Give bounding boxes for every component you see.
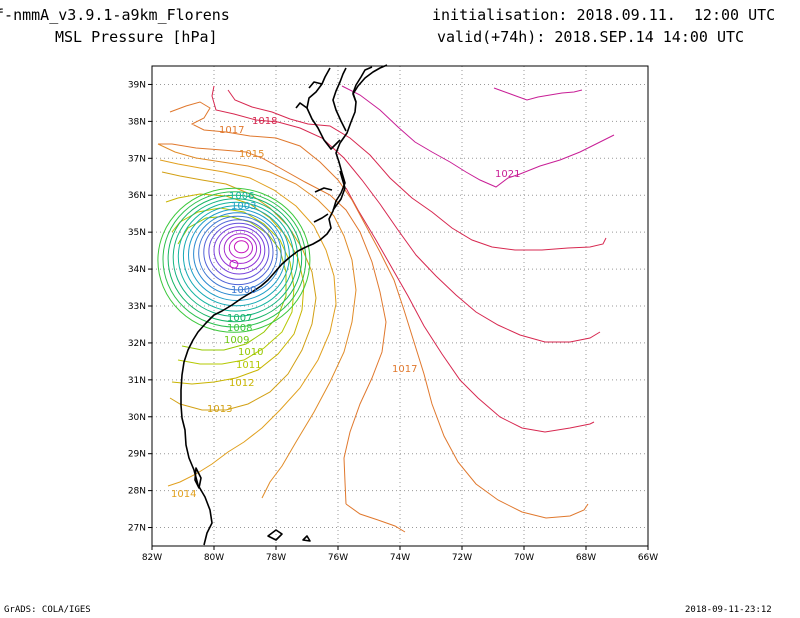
- contour-label: 1006: [229, 191, 254, 202]
- isobar: [161, 171, 317, 411]
- isobar: [493, 87, 583, 101]
- x-tick-label: 66W: [638, 553, 658, 563]
- contour-label: 1015: [239, 149, 264, 160]
- isobar-ring: [198, 215, 278, 291]
- contour-label: 1014: [171, 489, 196, 500]
- contour-label: 1018: [252, 116, 277, 127]
- y-tick-label: 27N: [128, 524, 146, 534]
- model-title: rf-nmmA_v3.9.1-a9km_Florens: [0, 6, 230, 24]
- isobar: [227, 89, 607, 251]
- isobar: [211, 85, 601, 343]
- y-tick-label: 36N: [128, 191, 146, 201]
- x-tick-label: 68W: [576, 553, 596, 563]
- contour-label: 1012: [229, 378, 254, 389]
- chesapeake-inlet-b: [308, 81, 323, 89]
- isobar: [345, 187, 595, 433]
- isobar-ring: [223, 233, 258, 264]
- isobar-ring: [203, 219, 274, 286]
- x-tick-label: 76W: [328, 553, 348, 563]
- isobar-ring: [208, 222, 270, 280]
- isobar: [159, 159, 337, 487]
- isobar: [341, 85, 615, 188]
- chesapeake-inlet-a: [295, 102, 308, 109]
- x-tick-label: 74W: [390, 553, 410, 563]
- pamlico-sound: [313, 213, 329, 223]
- isobar: [165, 193, 305, 385]
- y-tick-label: 35N: [128, 228, 146, 238]
- y-tick-label: 29N: [128, 450, 146, 460]
- y-tick-label: 39N: [128, 80, 146, 90]
- x-tick-label: 82W: [142, 553, 162, 563]
- isobar: [169, 101, 589, 519]
- isobar-ring: [157, 187, 311, 333]
- y-tick-label: 34N: [128, 265, 146, 275]
- isobar: [345, 503, 406, 533]
- chesapeake-east-shore: [332, 67, 347, 132]
- render-timestamp: 2018-09-11-23:12: [685, 605, 772, 615]
- y-tick-label: 32N: [128, 339, 146, 349]
- contour-label: 1021: [495, 169, 520, 180]
- contour-label: 1008: [227, 323, 252, 334]
- grads-credit: GrADS: COLA/IGES: [4, 605, 91, 615]
- isobar-ring: [213, 226, 266, 275]
- isobar-ring: [188, 208, 286, 302]
- isobar: [171, 207, 295, 365]
- y-tick-label: 31N: [128, 376, 146, 386]
- valid-time: valid(+74h): 2018.SEP.14 14:00 UTC: [437, 28, 745, 46]
- isobar-ring: [162, 191, 307, 328]
- delaware-bay: [352, 66, 373, 103]
- y-tick-label: 30N: [128, 413, 146, 423]
- y-tick-label: 37N: [128, 154, 146, 164]
- contour-label: 1013: [207, 404, 232, 415]
- x-tick-label: 70W: [514, 553, 534, 563]
- y-tick-label: 28N: [128, 487, 146, 497]
- contour-label: 1003: [231, 201, 256, 212]
- isobar-ring: [218, 229, 262, 270]
- isobar: [158, 143, 387, 505]
- isobar-ring: [228, 236, 253, 259]
- isobar-ring: [182, 205, 290, 307]
- isobar: [157, 143, 357, 499]
- coastline: [180, 64, 388, 546]
- contour-label: 1011: [236, 360, 261, 371]
- axes: 82W 80W 78W 76W 74W 72W 70W 68W 66W 27N 28N 29N 30N 3…: [128, 65, 658, 563]
- isobar-ring: [167, 194, 303, 323]
- isobar-ring: [177, 201, 294, 312]
- contour-label: 1007: [227, 313, 252, 324]
- florida-lagoon: [194, 467, 202, 489]
- contour-label: 1010: [238, 347, 263, 358]
- isobars: [157, 85, 615, 533]
- isobar: [177, 215, 287, 351]
- isobar-ring: [193, 212, 282, 296]
- y-tick-label: 38N: [128, 117, 146, 127]
- contour-label: 1017: [219, 125, 244, 136]
- isobar-ring: [233, 240, 249, 254]
- grid-lines: [151, 66, 649, 546]
- albemarle-sound: [314, 187, 333, 193]
- field-title: MSL Pressure [hPa]: [55, 28, 218, 46]
- bahamas-island-small: [302, 535, 311, 542]
- x-tick-label: 80W: [204, 553, 224, 563]
- us-east-coast: [180, 64, 388, 546]
- init-time: initialisation: 2018.09.11. 12:00 UTC: [432, 6, 776, 24]
- bahamas-island: [267, 529, 283, 541]
- isobar-ring: [172, 198, 299, 317]
- outer-banks: [332, 170, 346, 211]
- contour-label: 1009: [224, 335, 249, 346]
- contour-label: 1000: [231, 285, 256, 296]
- low-center-marker: [229, 259, 239, 269]
- y-tick-label: 33N: [128, 302, 146, 312]
- contour-labels: 1018 1017 1015 1021 1017 1014 1013 1012 1011 1010…: [171, 116, 520, 500]
- contour-label: 1017: [392, 364, 417, 375]
- x-tick-label: 72W: [452, 553, 472, 563]
- x-tick-label: 78W: [266, 553, 286, 563]
